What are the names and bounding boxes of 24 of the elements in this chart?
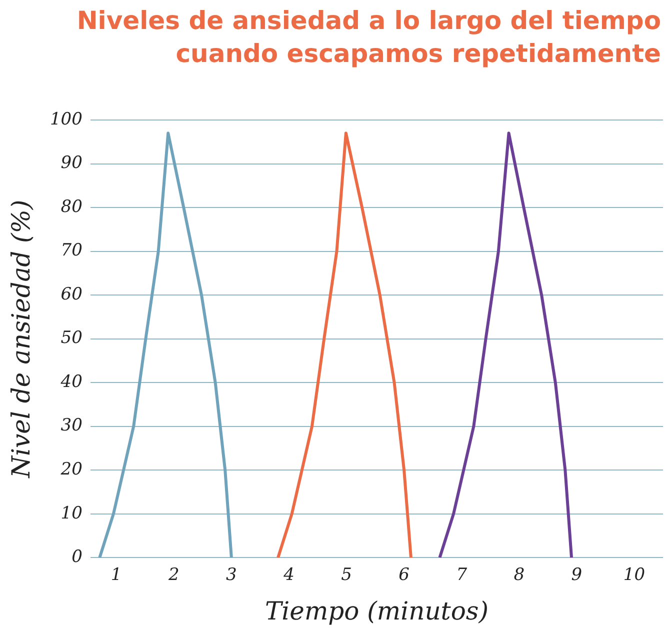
y-tick-label: 100: [50, 109, 83, 130]
y-tick-label: 10: [60, 503, 83, 524]
y-tick-label: 30: [60, 416, 83, 436]
x-tick-label: 3: [226, 565, 237, 586]
x-tick-label: 5: [341, 565, 352, 586]
x-tick-label: 1: [110, 565, 122, 586]
y-tick-label: 70: [60, 240, 83, 261]
y-tick-label: 60: [60, 284, 83, 304]
x-tick-label: 10: [623, 565, 646, 586]
x-tick-label: 2: [167, 565, 180, 586]
x-tick-label: 9: [571, 565, 582, 586]
x-tick-label: 7: [456, 565, 468, 586]
x-tick-label: 4: [282, 565, 294, 586]
x-tick-label: 6: [398, 565, 410, 586]
chart-title: Niveles de ansiedad a lo largo del tiempo cuando escapamos repetidamente: [76, 5, 661, 70]
y-tick-label: 40: [60, 372, 83, 392]
y-tick-label: 50: [60, 328, 83, 348]
y-tick-label: 0: [72, 547, 83, 568]
x-tick-label: 8: [514, 565, 525, 586]
y-tick-label: 20: [60, 460, 83, 480]
y-tick-label: 90: [60, 153, 83, 174]
y-tick-label: 80: [60, 196, 83, 217]
y-axis-title: Nivel de ansiedad (%): [6, 200, 36, 479]
x-axis-title: Tiempo (minutos): [264, 596, 488, 626]
